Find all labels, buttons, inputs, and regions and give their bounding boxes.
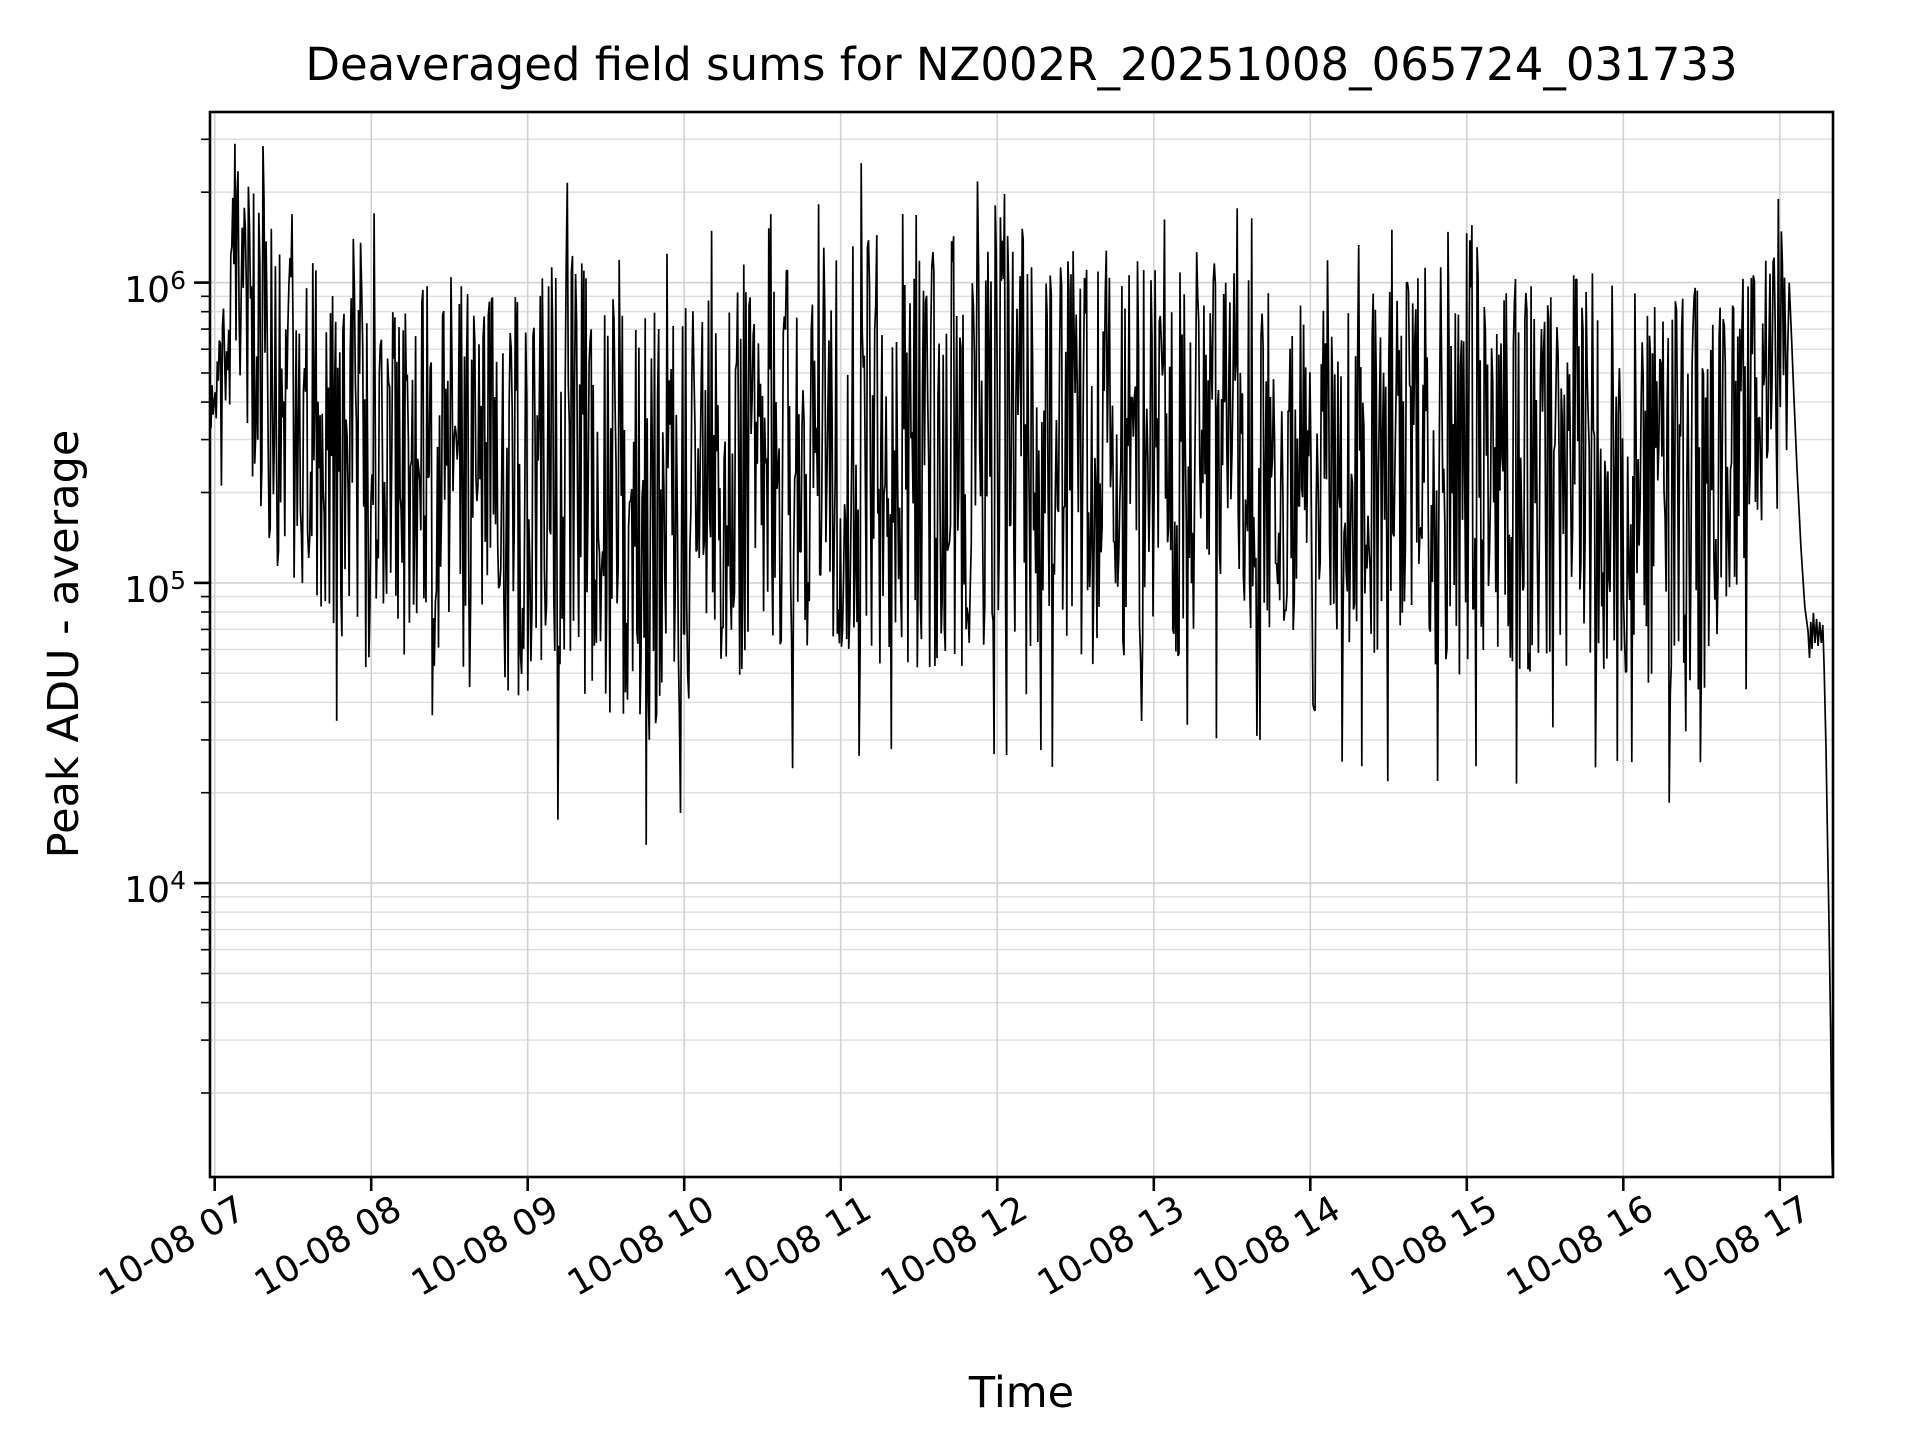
- y-tick-label: 104: [124, 866, 186, 912]
- y-tick-label: 105: [124, 565, 186, 611]
- y-axis-label: Peak ADU - average: [39, 429, 89, 859]
- chart-title: Deaveraged field sums for NZ002R_2025100…: [305, 38, 1738, 91]
- y-tick-label: 106: [124, 265, 186, 311]
- x-axis-label: Time: [968, 1368, 1075, 1418]
